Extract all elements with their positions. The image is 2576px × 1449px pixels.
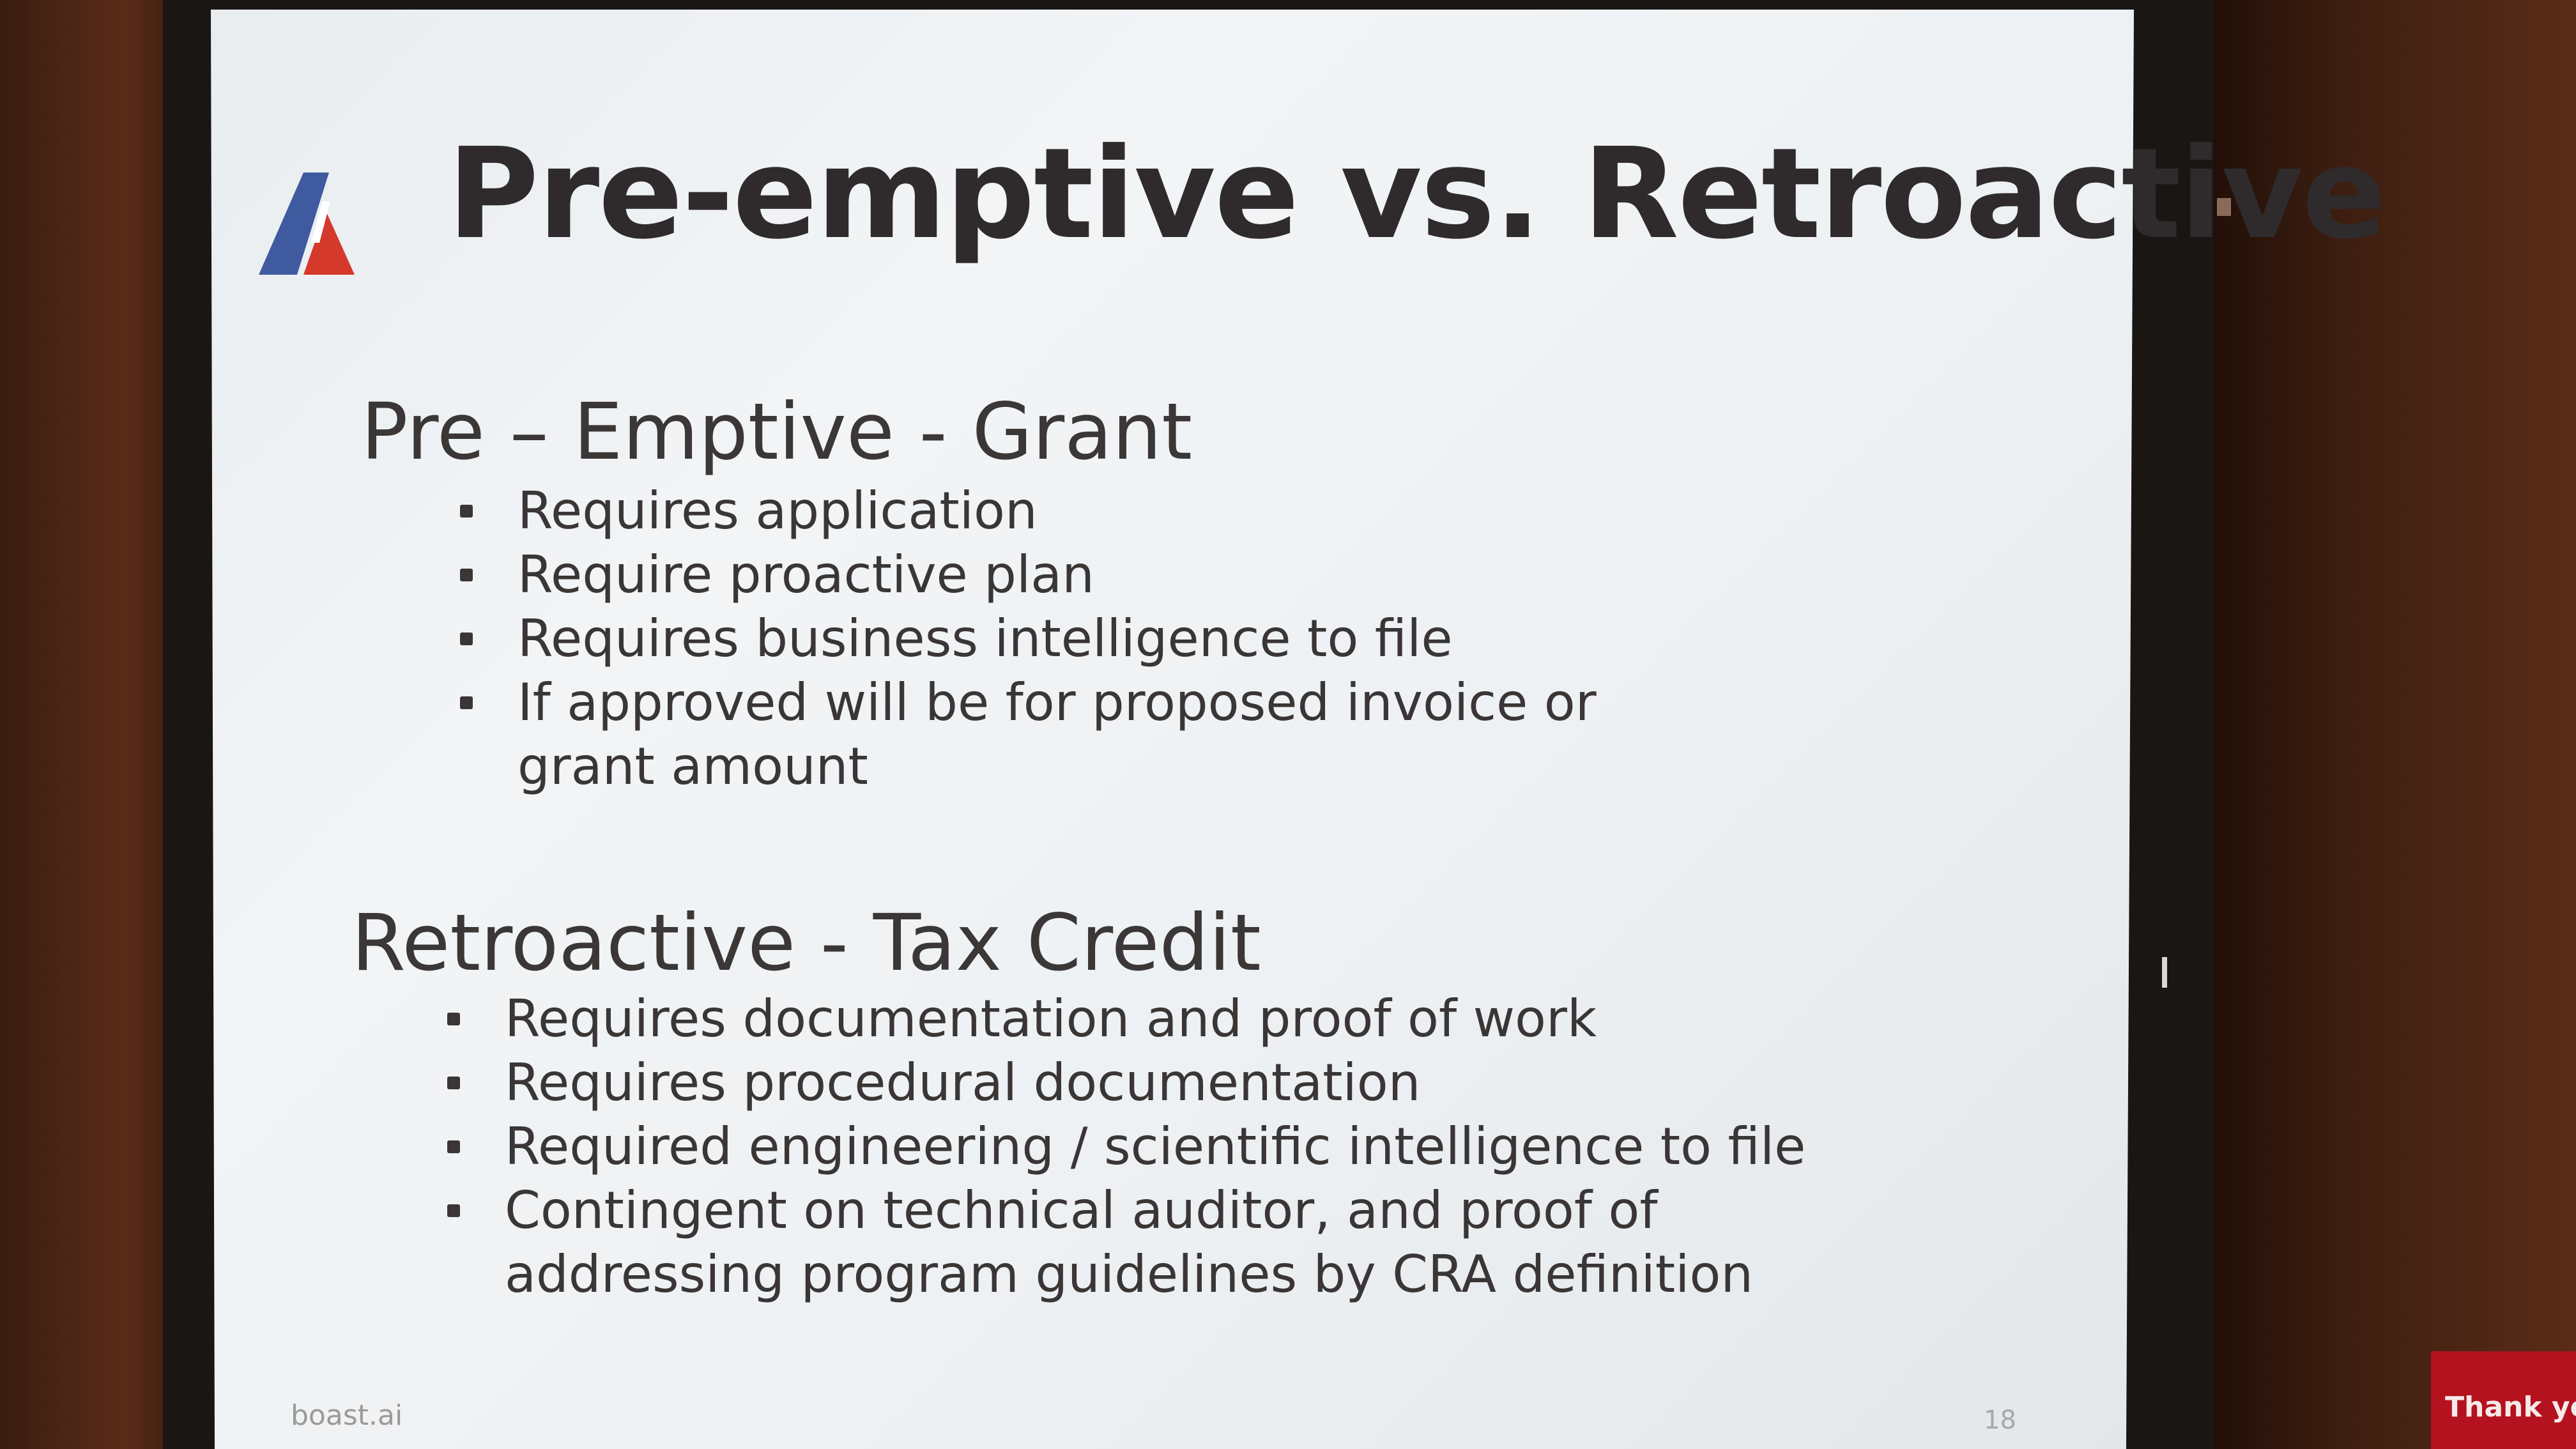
- slide-title: Pre-emptive vs. Retroactive: [447, 121, 2387, 267]
- list-item: Contingent on technical auditor, and pro…: [447, 1179, 1853, 1307]
- thank-you-text: Thank yo: [2445, 1391, 2576, 1423]
- list-item: If approved will be for proposed invoice…: [460, 671, 1738, 799]
- text-cursor-icon: [2162, 957, 2167, 988]
- page-number: 18: [1984, 1406, 2016, 1435]
- list-item: Required engineering / scientific intell…: [447, 1115, 1853, 1179]
- section-heading-tax-credit: Retroactive - Tax Credit: [351, 898, 1261, 988]
- bullet-list-tax-credit: Requires documentation and proof of work…: [447, 987, 1853, 1307]
- footer-brand: boast.ai: [291, 1399, 403, 1432]
- list-item: Require proactive plan: [460, 543, 1738, 607]
- presentation-slide: [211, 10, 2134, 1449]
- list-item: Requires business intelligence to file: [460, 607, 1738, 671]
- thank-you-banner: Thank yo: [2431, 1351, 2576, 1449]
- list-item: Requires documentation and proof of work: [447, 987, 1853, 1051]
- bullet-list-grant: Requires application Require proactive p…: [460, 479, 1738, 799]
- list-item: Requires application: [460, 479, 1738, 543]
- right-wall: [2185, 0, 2576, 1449]
- list-item: Requires procedural documentation: [447, 1051, 1853, 1115]
- section-heading-grant: Pre – Emptive - Grant: [361, 387, 1193, 477]
- boast-logo-icon: [259, 172, 355, 275]
- wall-marker: [2217, 198, 2231, 216]
